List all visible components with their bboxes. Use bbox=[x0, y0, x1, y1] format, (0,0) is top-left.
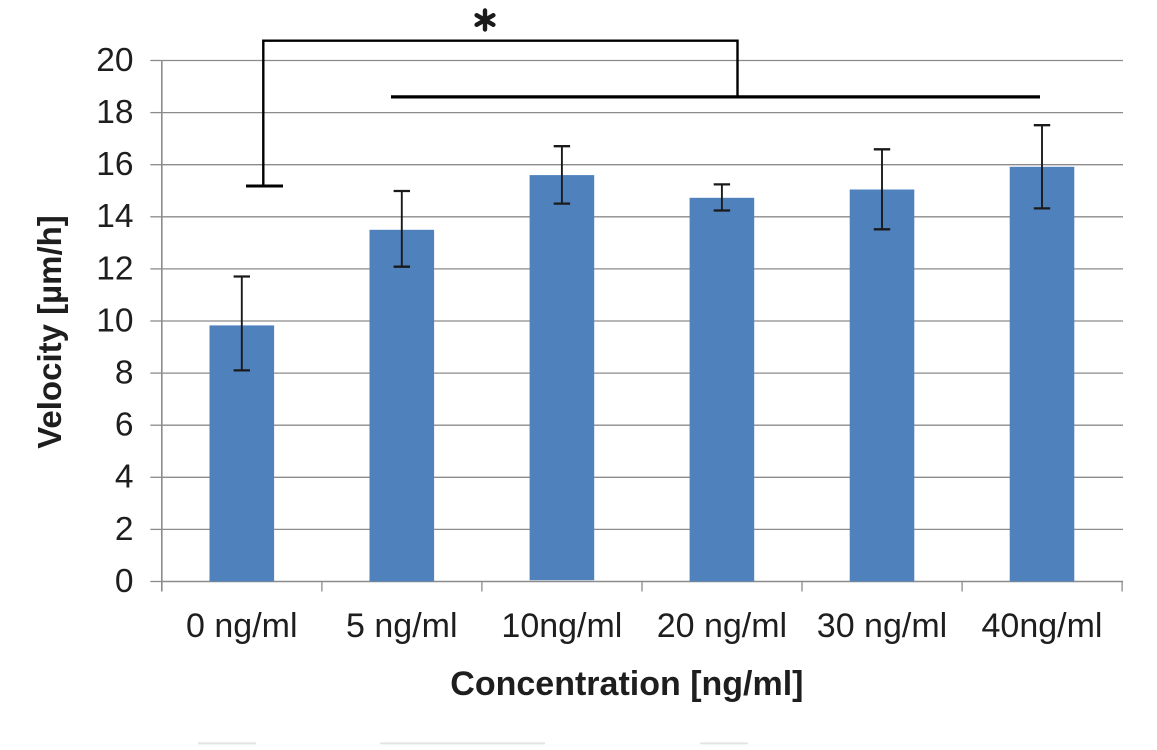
svg-text:2: 2 bbox=[115, 511, 134, 548]
svg-text:20: 20 bbox=[96, 42, 133, 79]
svg-text:14: 14 bbox=[96, 198, 133, 235]
svg-text:10: 10 bbox=[96, 302, 133, 339]
svg-text:0 ng/ml: 0 ng/ml bbox=[186, 607, 298, 645]
svg-text:4: 4 bbox=[115, 459, 134, 496]
svg-text:16: 16 bbox=[96, 146, 133, 183]
svg-text:40ng/ml: 40ng/ml bbox=[982, 607, 1103, 645]
svg-text:0: 0 bbox=[115, 563, 134, 600]
svg-text:Velocity [µm/h]: Velocity [µm/h] bbox=[31, 215, 68, 449]
svg-text:10ng/ml: 10ng/ml bbox=[501, 607, 622, 645]
svg-text:30 ng/ml: 30 ng/ml bbox=[817, 607, 947, 645]
svg-text:5 ng/ml: 5 ng/ml bbox=[346, 607, 458, 645]
svg-text:6: 6 bbox=[115, 407, 134, 444]
svg-text:Concentration [ng/ml]: Concentration [ng/ml] bbox=[450, 665, 803, 703]
svg-text:18: 18 bbox=[96, 94, 133, 131]
svg-text:20 ng/ml: 20 ng/ml bbox=[657, 607, 787, 645]
svg-text:12: 12 bbox=[96, 250, 133, 287]
svg-text:8: 8 bbox=[115, 355, 134, 392]
